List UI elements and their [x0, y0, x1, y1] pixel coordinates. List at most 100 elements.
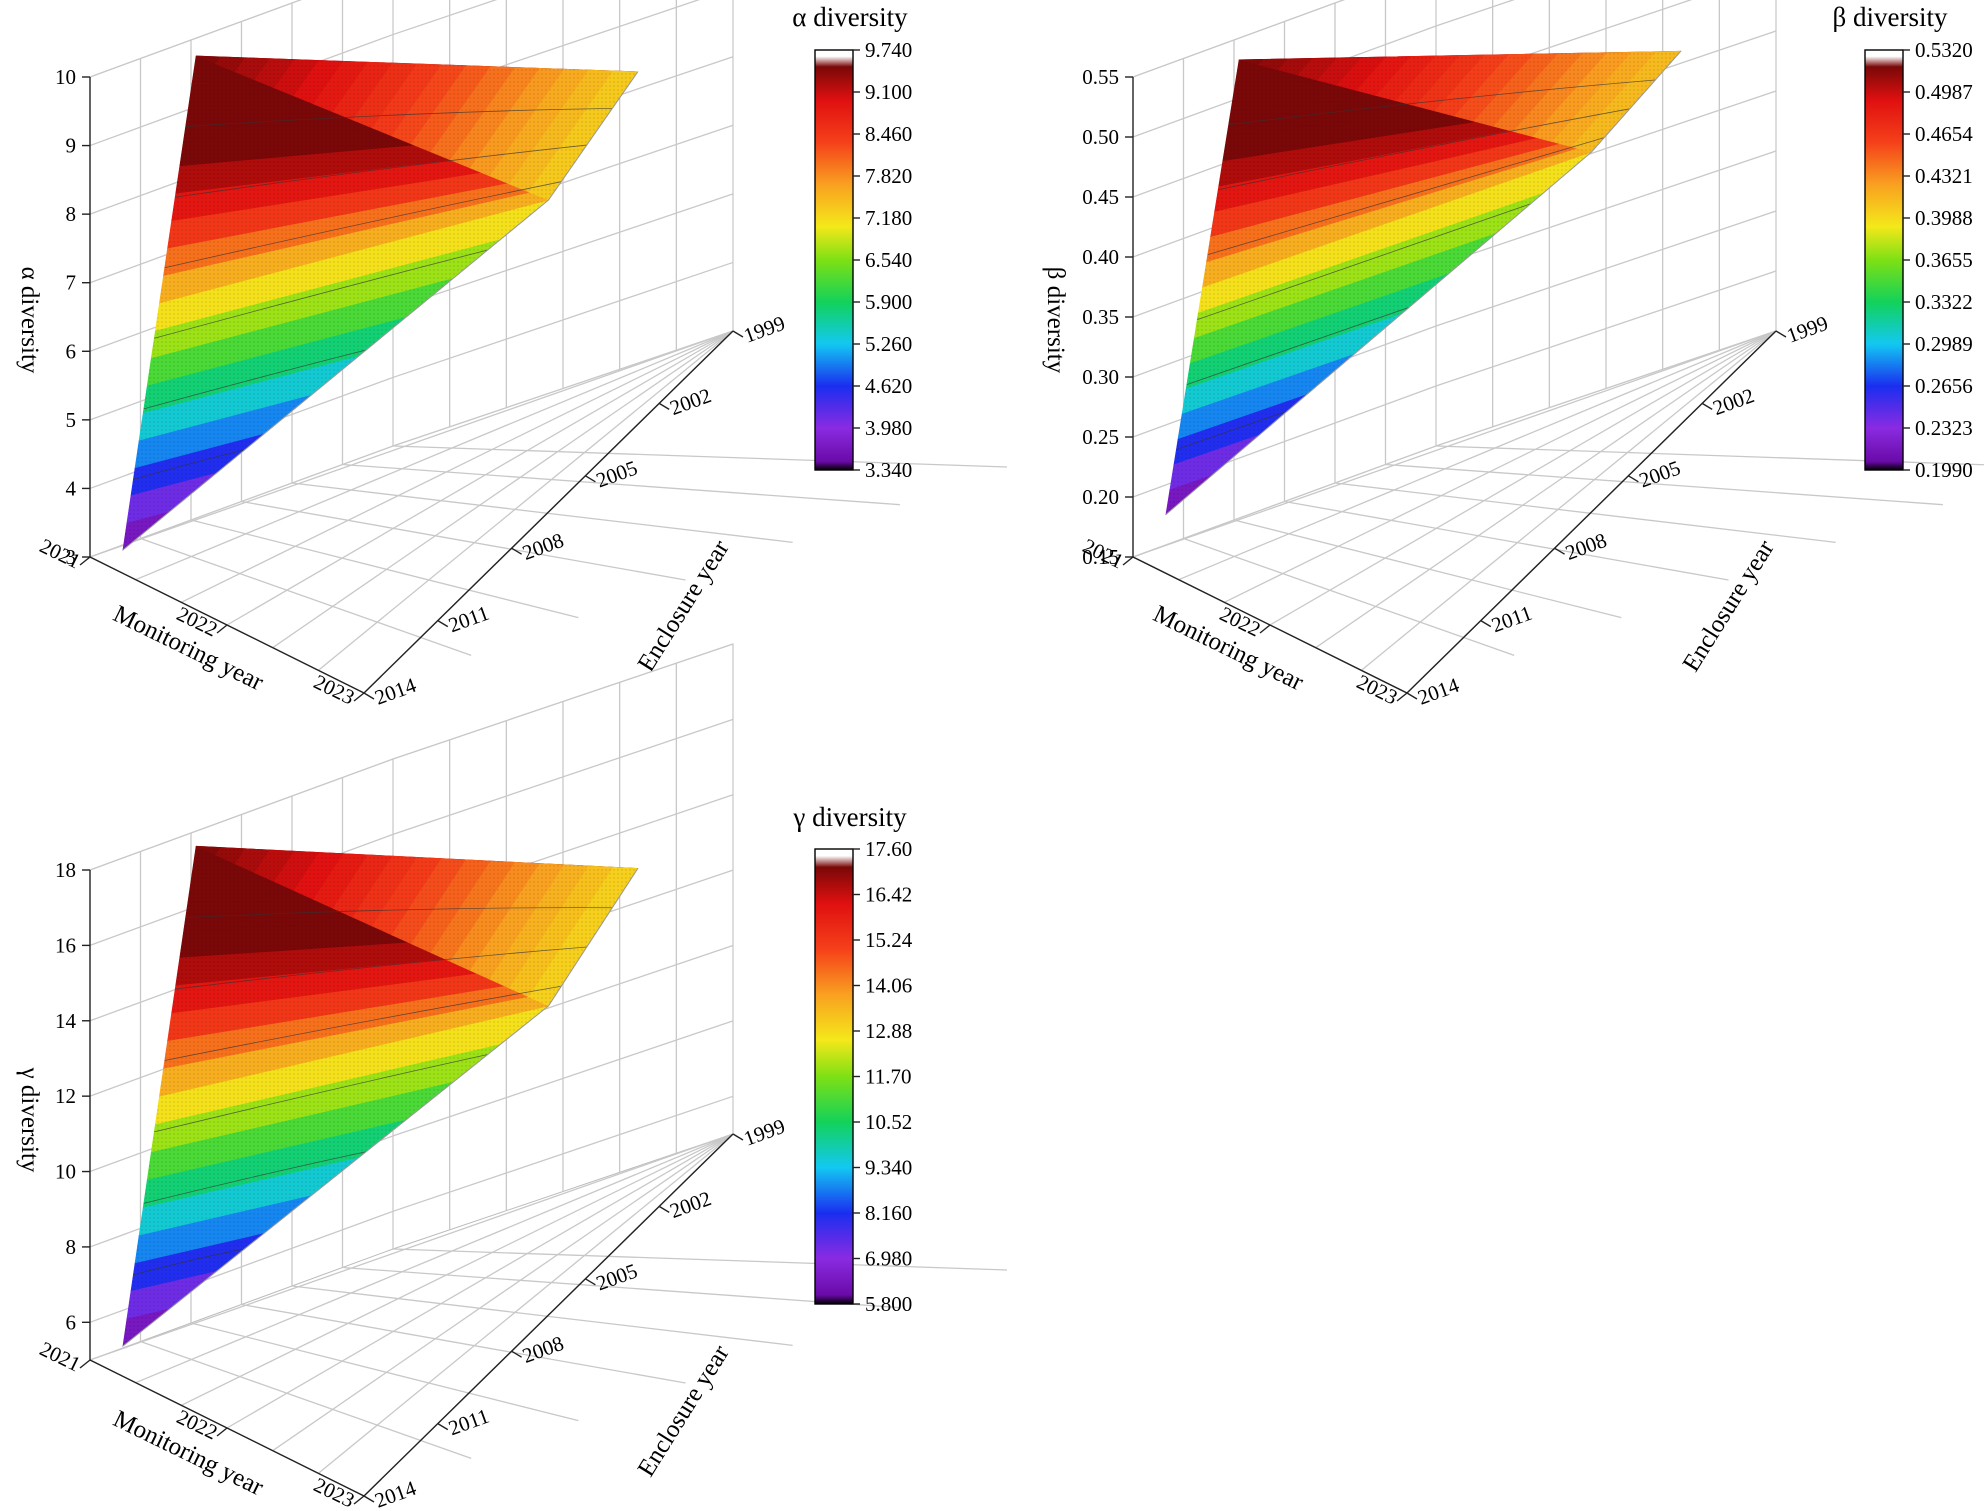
contour-line	[154, 249, 488, 339]
contour-line	[1207, 137, 1605, 256]
grid-line	[392, 1248, 1008, 1271]
z-tick-label: 6	[66, 1310, 77, 1334]
x-tick	[1259, 624, 1271, 634]
colorbar-tick-label: 6.980	[865, 1247, 912, 1271]
contour-line	[185, 108, 613, 127]
y-axis-line	[1406, 330, 1777, 694]
y-tick	[1775, 330, 1787, 338]
z-tick-label: 3	[66, 545, 77, 569]
x-tick	[216, 624, 228, 634]
colorbar: 17.60 16.42 15.24 14.06 12.88 11.70 10.52 9.340…	[814, 837, 913, 1316]
grid-line	[1132, 330, 1777, 558]
z-tick-label: 5	[66, 408, 77, 432]
contour-line	[133, 449, 245, 480]
x-tick	[79, 1359, 91, 1369]
z-axis-label: β diversity	[1042, 267, 1069, 374]
y-tick	[511, 1350, 522, 1358]
contour-line	[1218, 108, 1630, 191]
colorbar-tick-label: 5.800	[865, 1292, 912, 1316]
z-tick-label: 16	[55, 933, 76, 957]
x-tick-label: 2023	[1353, 670, 1401, 710]
x-tick	[1122, 556, 1134, 566]
surface-texture	[1165, 51, 1681, 515]
colorbar-tick-label: 17.60	[865, 837, 912, 861]
colorbar-bar	[1864, 49, 1904, 471]
y-tick	[437, 1422, 449, 1431]
colorbar-tick-label: 0.3322	[1915, 290, 1973, 314]
y-tick	[658, 402, 670, 411]
surface-edge	[1165, 50, 1682, 515]
y-axis-label: Enclosure year	[633, 1340, 735, 1481]
x-tick	[216, 1427, 228, 1437]
colorbar-tick-label: 9.740	[865, 38, 912, 62]
z-axis: 0.15 0.20 0.25 0.30 0.35 0.40 0.45 0.50 0.55	[1082, 65, 1133, 569]
z-tick-label: 0.55	[1082, 65, 1119, 89]
x-tick-label: 2021	[36, 1337, 84, 1377]
grid-line	[241, 1303, 686, 1384]
surface	[122, 55, 639, 551]
y-tick	[363, 692, 375, 700]
colorbar-tick-label: 9.340	[865, 1156, 912, 1180]
colorbar-tick-label: 12.88	[865, 1019, 912, 1043]
colorbar-tick-label: 0.5320	[1915, 38, 1973, 62]
colorbar-tick-label: 0.3988	[1915, 206, 1973, 230]
grid-line	[272, 1133, 734, 1452]
grid-line	[1284, 500, 1729, 581]
grid-line	[190, 519, 579, 619]
colorbar-tick-label: 0.2656	[1915, 374, 1973, 398]
grid-line	[1435, 445, 1984, 466]
y-axis-label: Enclosure year	[633, 535, 735, 676]
y-axis-line	[363, 1133, 734, 1497]
colorbar-tick-label: 4.620	[865, 374, 912, 398]
z-tick-label: 0.15	[1082, 545, 1119, 569]
grid-line	[241, 500, 686, 581]
colorbar-tick-label: 0.2989	[1915, 332, 1973, 356]
y-tick	[658, 1205, 670, 1214]
z-tick-label: 4	[66, 476, 77, 500]
contour-line	[164, 985, 562, 1061]
grid-line	[291, 1285, 793, 1346]
grid-line	[1183, 537, 1515, 656]
y-tick	[511, 547, 522, 555]
grid-line	[317, 1133, 734, 1474]
grid-line	[317, 330, 734, 671]
z-axis: 6 8 10 12 14 16 18	[55, 858, 90, 1334]
colorbar-tick-label: 15.24	[865, 928, 913, 952]
contour-line	[185, 907, 613, 919]
chart-title: γ diversity	[792, 802, 907, 832]
contour-line	[1197, 203, 1531, 320]
z-tick-label: 14	[55, 1009, 77, 1033]
z-tick-label: 6	[66, 339, 77, 363]
colorbar-tick-label: 9.100	[865, 80, 912, 104]
z-tick-label: 18	[55, 858, 76, 882]
y-tick	[1480, 619, 1492, 628]
z-tick-label: 10	[55, 1160, 76, 1184]
x-tick	[79, 556, 91, 566]
z-tick-label: 0.20	[1082, 485, 1119, 509]
z-axis-label: α diversity	[16, 267, 43, 374]
colorbar-tick-label: 3.340	[865, 458, 912, 482]
chart-title: β diversity	[1833, 2, 1948, 32]
y-tick	[363, 1495, 375, 1503]
contour-line	[143, 1151, 367, 1204]
grid-line	[226, 330, 734, 626]
z-tick-label: 9	[66, 134, 77, 158]
y-tick	[1406, 692, 1418, 700]
z-tick-label: 0.40	[1082, 245, 1119, 269]
grid-line	[342, 1266, 900, 1309]
colorbar-bar	[814, 848, 854, 1305]
z-tick-label: 8	[66, 202, 77, 226]
grid-line	[1224, 330, 1777, 603]
contour-line	[175, 946, 587, 990]
contour-line	[175, 144, 587, 198]
colorbar-tick-label: 3.980	[865, 416, 912, 440]
colorbar-tick-label: 7.820	[865, 164, 912, 188]
grid-line	[1385, 463, 1943, 506]
grid-line	[181, 330, 734, 603]
contour-line	[1186, 306, 1410, 385]
z-tick-label: 0.25	[1082, 425, 1119, 449]
x-tick	[353, 1495, 365, 1505]
y-tick-label: 1999	[741, 311, 789, 348]
